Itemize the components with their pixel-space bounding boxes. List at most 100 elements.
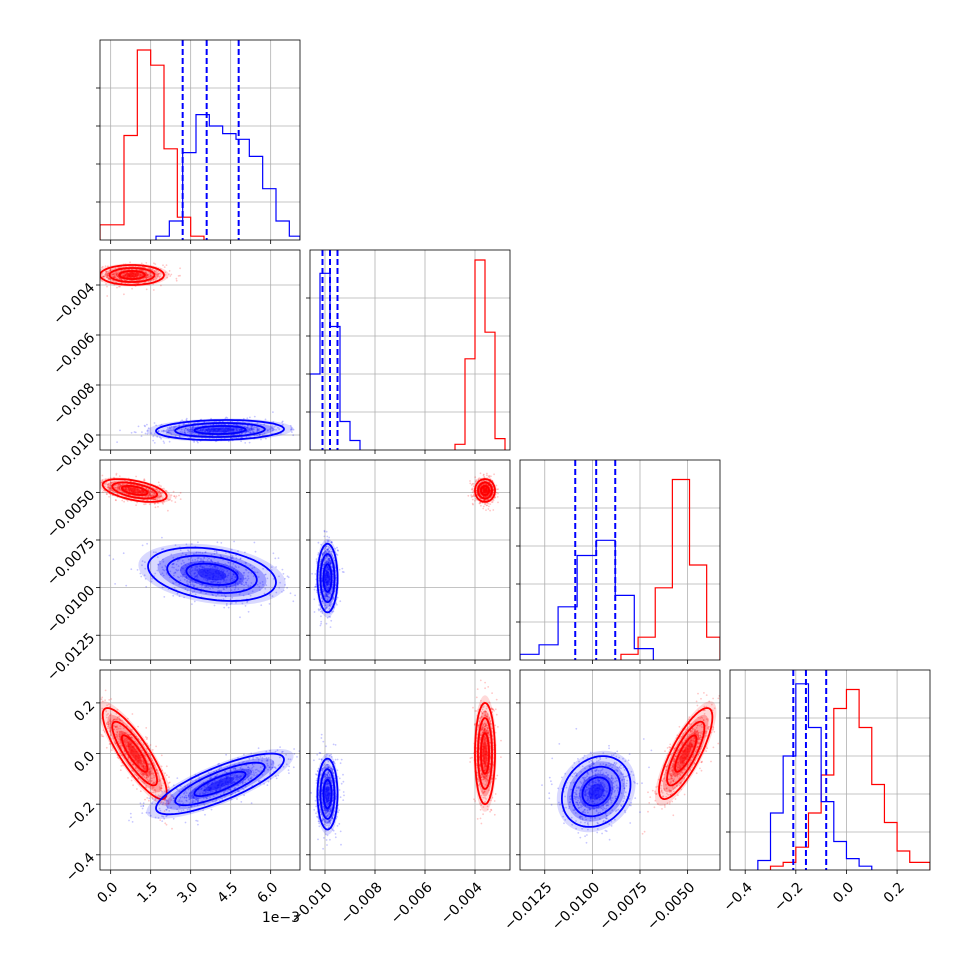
sample-point (148, 268, 151, 270)
sample-point (115, 273, 117, 275)
sample-point (122, 274, 125, 277)
sample-point (201, 430, 204, 433)
sample-point (140, 773, 143, 776)
sample-point (328, 558, 331, 561)
sample-point (119, 744, 122, 747)
sample-point (483, 499, 486, 502)
sample-point (328, 559, 330, 562)
sample-point (118, 483, 121, 486)
sample-point (193, 585, 195, 588)
sample-point (180, 575, 182, 577)
sample-point (163, 799, 166, 802)
sample-point (217, 562, 220, 565)
sample-point (480, 498, 483, 501)
sample-point (269, 428, 271, 430)
sample-point (193, 584, 196, 587)
sample-point (147, 276, 149, 279)
sample-point (138, 275, 141, 278)
sample-point (106, 273, 109, 275)
sample-point (115, 276, 117, 279)
sample-point (107, 272, 110, 275)
sample-point (323, 529, 326, 532)
sample-point (125, 489, 127, 491)
sample-point (327, 558, 330, 560)
sample-point (329, 563, 331, 565)
sample-point (260, 604, 263, 607)
sample-point (320, 620, 323, 623)
sample-point (326, 565, 329, 568)
sample-point (204, 586, 207, 588)
sample-point (328, 603, 331, 606)
sample-point (152, 493, 155, 496)
sample-point (130, 279, 133, 282)
sample-point (258, 434, 261, 436)
sample-point (323, 535, 326, 538)
sample-point (144, 281, 147, 284)
sample-point (141, 764, 143, 767)
sample-point (154, 493, 157, 495)
sample-point (244, 568, 247, 571)
sample-point (325, 585, 327, 588)
blue-contour (174, 422, 266, 438)
sample-point (331, 586, 333, 589)
sample-point (103, 731, 106, 733)
sample-point (172, 562, 175, 565)
sample-point (159, 788, 161, 790)
sample-point (101, 479, 104, 481)
sample-point (184, 432, 186, 434)
sample-point (103, 489, 105, 492)
sample-point (485, 483, 487, 485)
sample-point (241, 602, 244, 605)
sample-point (95, 279, 97, 281)
sample-point (105, 493, 108, 495)
sample-point (249, 431, 252, 433)
sample-point (187, 558, 190, 561)
sample-point (196, 440, 199, 443)
sample-point (101, 696, 104, 699)
sample-point (204, 586, 206, 588)
sample-point (200, 434, 203, 436)
sample-point (137, 777, 140, 779)
sample-point (141, 773, 144, 776)
blue-density-fill (205, 427, 235, 433)
sample-point (330, 550, 333, 553)
sample-point (246, 601, 249, 604)
sample-point (325, 545, 327, 548)
sample-point (131, 756, 134, 759)
sample-point (208, 431, 210, 434)
sample-point (256, 434, 259, 437)
sample-point (149, 754, 151, 757)
sample-point (324, 546, 326, 549)
sample-point (108, 495, 110, 498)
sample-point (328, 596, 330, 599)
sample-point (137, 778, 140, 781)
sample-point (167, 786, 170, 789)
sample-point (478, 477, 481, 479)
sample-point (154, 506, 157, 509)
sample-point (237, 588, 240, 590)
sample-point (110, 713, 112, 716)
sample-point (325, 584, 327, 587)
sample-point (154, 270, 156, 273)
sample-point (321, 553, 324, 555)
sample-point (112, 280, 115, 282)
sample-point (327, 569, 330, 571)
sample-point (141, 492, 143, 495)
sample-point (327, 562, 329, 564)
sample-point (167, 802, 170, 805)
sample-point (327, 568, 330, 570)
sample-point (115, 736, 118, 738)
sample-point (234, 575, 237, 578)
sample-point (495, 484, 498, 487)
sample-point (165, 432, 168, 434)
sample-point (121, 733, 123, 735)
sample-point (227, 440, 230, 443)
sample-point (201, 584, 204, 586)
sample-point (249, 594, 252, 597)
sample-point (238, 429, 241, 431)
sample-point (107, 274, 109, 277)
sample-point (321, 585, 324, 588)
sample-point (224, 595, 227, 598)
sample-point (191, 428, 194, 431)
sample-point (116, 487, 119, 490)
